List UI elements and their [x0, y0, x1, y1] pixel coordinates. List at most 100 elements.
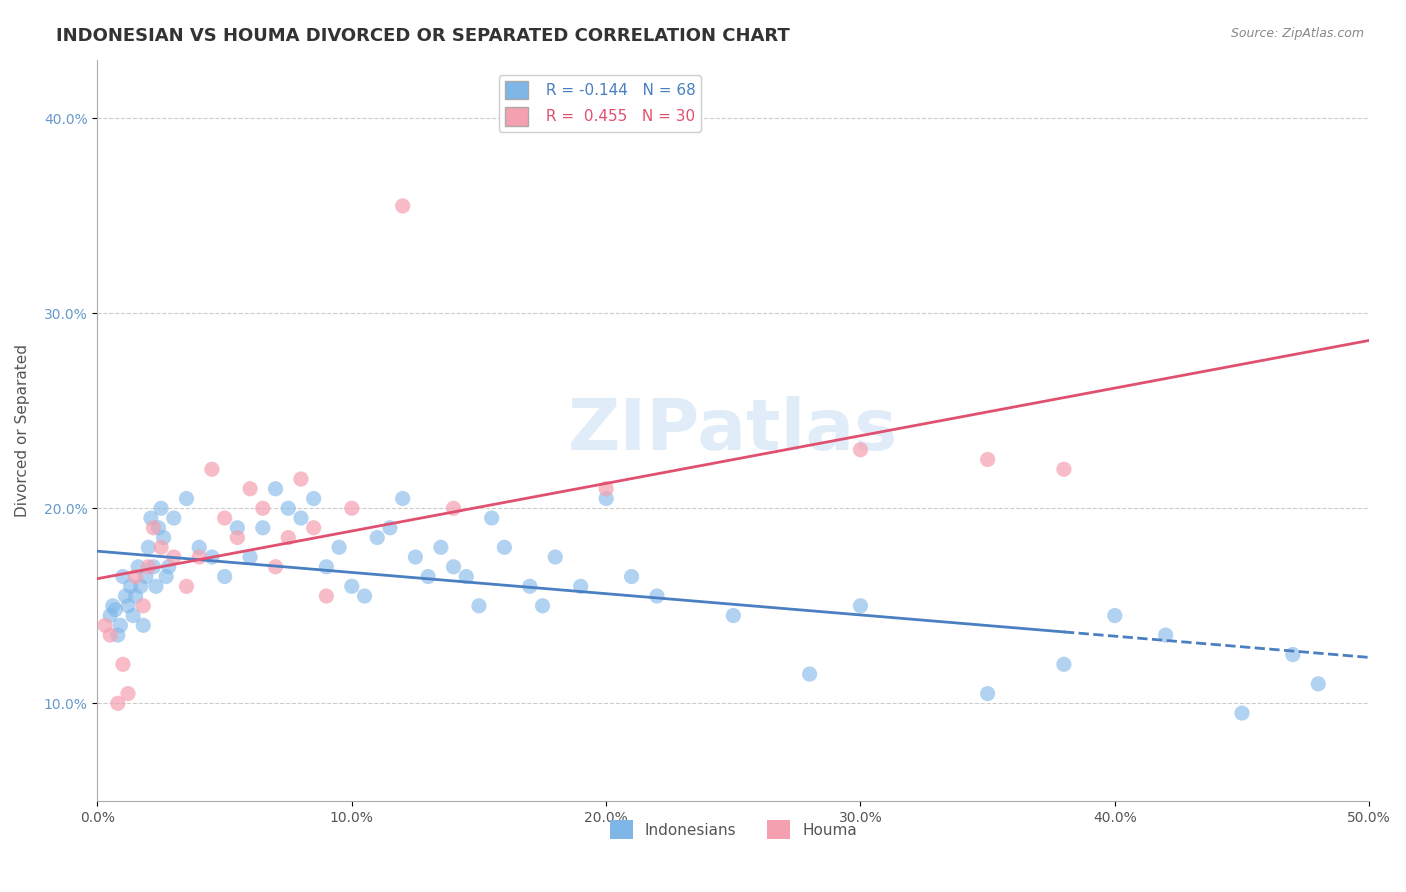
Point: [264, 482, 287, 496]
Point: [142, 521, 165, 535]
Point: [1053, 657, 1076, 672]
Point: [849, 442, 872, 457]
Point: [1282, 648, 1305, 662]
Point: [214, 569, 236, 583]
Point: [353, 589, 375, 603]
Point: [124, 569, 146, 583]
Point: [378, 521, 401, 535]
Point: [157, 559, 180, 574]
Point: [277, 501, 299, 516]
Point: [391, 199, 413, 213]
Point: [328, 541, 350, 555]
Point: [1053, 462, 1076, 476]
Point: [366, 531, 388, 545]
Point: [104, 603, 127, 617]
Point: [150, 501, 173, 516]
Point: [138, 541, 160, 555]
Point: [188, 541, 211, 555]
Point: [723, 608, 745, 623]
Point: [481, 511, 503, 525]
Point: [976, 687, 998, 701]
Point: [124, 589, 146, 603]
Point: [799, 667, 821, 681]
Point: [456, 569, 478, 583]
Point: [127, 559, 149, 574]
Point: [176, 579, 198, 593]
Point: [416, 569, 439, 583]
Point: [519, 579, 541, 593]
Point: [163, 511, 186, 525]
Point: [468, 599, 491, 613]
Point: [315, 559, 337, 574]
Point: [302, 491, 325, 506]
Text: Source: ZipAtlas.com: Source: ZipAtlas.com: [1230, 27, 1364, 40]
Point: [620, 569, 643, 583]
Point: [214, 511, 236, 525]
Point: [264, 559, 287, 574]
Point: [129, 579, 152, 593]
Point: [595, 491, 617, 506]
Point: [849, 599, 872, 613]
Point: [1154, 628, 1177, 642]
Point: [120, 579, 142, 593]
Point: [117, 599, 139, 613]
Point: [391, 491, 413, 506]
Point: [595, 482, 617, 496]
Point: [98, 628, 121, 642]
Point: [201, 549, 224, 564]
Point: [569, 579, 592, 593]
Point: [188, 549, 211, 564]
Point: [430, 541, 453, 555]
Point: [155, 569, 177, 583]
Point: [1308, 677, 1330, 691]
Point: [443, 559, 465, 574]
Point: [201, 462, 224, 476]
Point: [226, 531, 249, 545]
Point: [163, 549, 186, 564]
Point: [111, 657, 134, 672]
Y-axis label: Divorced or Separated: Divorced or Separated: [15, 343, 30, 516]
Point: [239, 482, 262, 496]
Point: [1230, 706, 1253, 720]
Point: [531, 599, 554, 613]
Point: [290, 511, 312, 525]
Point: [252, 521, 274, 535]
Point: [315, 589, 337, 603]
Point: [145, 579, 167, 593]
Point: [176, 491, 198, 506]
Point: [107, 697, 129, 711]
Legend: Indonesians, Houma: Indonesians, Houma: [603, 814, 863, 845]
Point: [645, 589, 668, 603]
Point: [277, 531, 299, 545]
Text: INDONESIAN VS HOUMA DIVORCED OR SEPARATED CORRELATION CHART: INDONESIAN VS HOUMA DIVORCED OR SEPARATE…: [56, 27, 790, 45]
Point: [226, 521, 249, 535]
Point: [142, 559, 165, 574]
Point: [110, 618, 132, 632]
Point: [239, 549, 262, 564]
Point: [94, 618, 117, 632]
Text: ZIPatlas: ZIPatlas: [568, 396, 898, 465]
Point: [98, 608, 121, 623]
Point: [340, 579, 363, 593]
Point: [404, 549, 426, 564]
Point: [152, 531, 174, 545]
Point: [117, 687, 139, 701]
Point: [443, 501, 465, 516]
Point: [107, 628, 129, 642]
Point: [132, 618, 155, 632]
Point: [1104, 608, 1126, 623]
Point: [150, 541, 173, 555]
Point: [290, 472, 312, 486]
Point: [976, 452, 998, 467]
Point: [101, 599, 124, 613]
Point: [132, 599, 155, 613]
Point: [139, 511, 162, 525]
Point: [138, 559, 160, 574]
Point: [302, 521, 325, 535]
Point: [122, 608, 145, 623]
Point: [135, 569, 157, 583]
Point: [111, 569, 134, 583]
Point: [114, 589, 136, 603]
Point: [148, 521, 170, 535]
Point: [340, 501, 363, 516]
